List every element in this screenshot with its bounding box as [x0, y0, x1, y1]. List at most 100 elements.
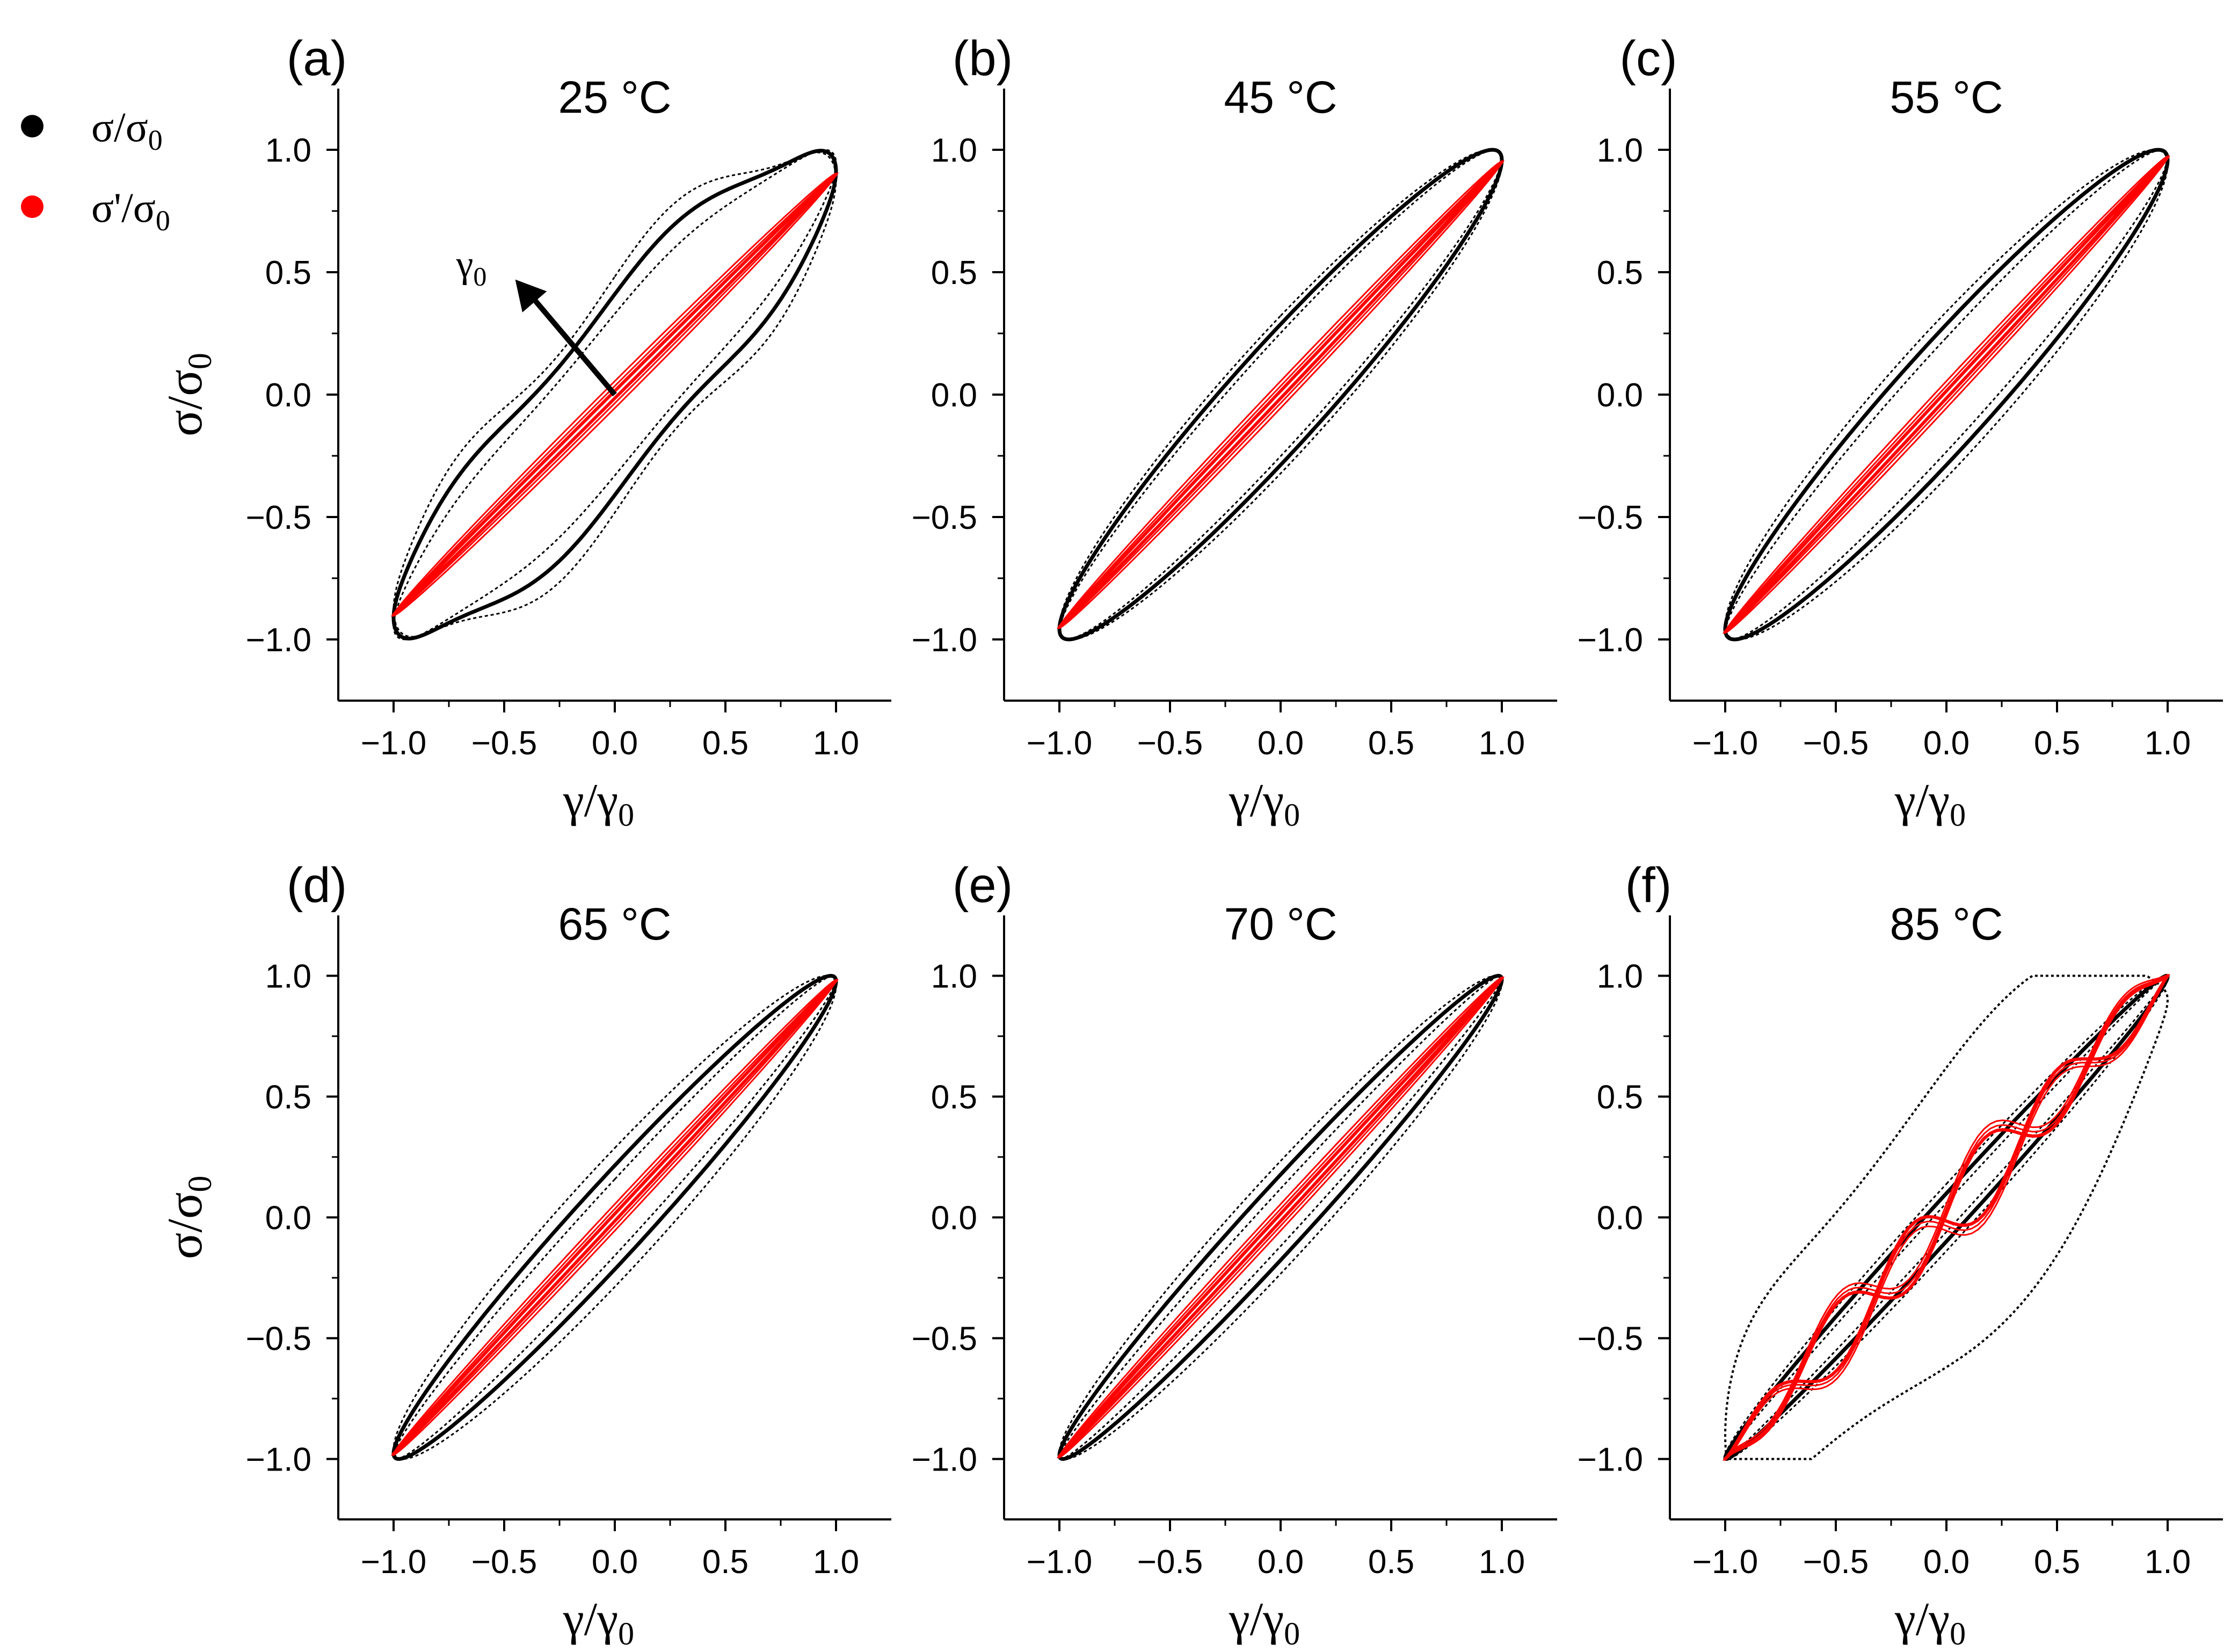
- elastic-stress-curve: [391, 172, 839, 617]
- y-tick-label: 0.0: [931, 377, 977, 414]
- x-tick-label: 0.5: [2034, 725, 2080, 762]
- x-tick-label: 0.5: [1368, 725, 1414, 762]
- panel-letter: (c): [1619, 31, 1677, 86]
- y-tick-label: 0.0: [1597, 377, 1643, 414]
- total-stress-loop: [1723, 148, 2170, 642]
- legend-label-1-sub: 0: [156, 205, 170, 237]
- y-tick-label: −1.0: [1578, 1442, 1643, 1479]
- y-axis-label-main: σ/σ: [157, 369, 212, 436]
- x-axis-label-sub: 0: [1950, 797, 1966, 833]
- x-axis-label-main: γ/γ: [1229, 775, 1284, 827]
- x-axis-label-main: γ/γ: [563, 1593, 618, 1646]
- elastic-stress-curve: [1057, 977, 1505, 1458]
- x-tick-label: 1.0: [1479, 725, 1525, 762]
- y-tick-label: 0.5: [265, 1079, 311, 1116]
- x-tick-label: −1.0: [1692, 1544, 1758, 1581]
- y-axis-label: σ/σ0: [157, 1176, 219, 1260]
- y-tick-label: 0.5: [1597, 254, 1643, 292]
- x-tick-label: −1.0: [1027, 1544, 1092, 1581]
- x-tick-label: 0.0: [1923, 1544, 1970, 1581]
- total-stress-loop: [391, 973, 838, 1461]
- y-axis-label-sub: 0: [182, 353, 219, 369]
- legend-label-0: σ/σ0: [91, 104, 163, 156]
- panel-letter: (d): [287, 858, 347, 913]
- y-tick-label: −0.5: [912, 1321, 977, 1358]
- y-tick-label: 1.0: [931, 958, 977, 995]
- elastic-stress-curve: [393, 173, 837, 616]
- x-tick-label: 0.0: [592, 725, 638, 762]
- x-tick-label: −0.5: [471, 725, 537, 762]
- x-axis-label-sub: 0: [1950, 1616, 1966, 1651]
- total-stress-outer-loop: [1724, 974, 2169, 1460]
- total-stress-loop: [1724, 974, 2169, 1460]
- panel-letter: (e): [953, 858, 1013, 913]
- y-tick-label: 1.0: [931, 132, 977, 169]
- panel-title: 85 °C: [1890, 899, 2003, 949]
- legend-label-1: σ'/σ0: [91, 184, 170, 237]
- panel-title: 70 °C: [1224, 899, 1337, 949]
- x-axis-label-sub: 0: [1284, 1616, 1300, 1651]
- y-tick-label: 0.5: [931, 254, 977, 292]
- elastic-stress-curve: [1058, 161, 1503, 629]
- total-stress-loop: [1057, 973, 1504, 1461]
- x-axis-label-sub: 0: [1284, 797, 1300, 833]
- x-tick-label: 1.0: [813, 725, 859, 762]
- x-axis-label-main: γ/γ: [1229, 1593, 1284, 1646]
- y-tick-label: −0.5: [912, 499, 977, 536]
- panel-2: −1.0 −1.0 −0.5 −0.5 0.0 0.0 0.5 0.5 1.0 1.0 (c) 55 …: [1578, 31, 2223, 833]
- y-tick-label: 0.5: [1597, 1079, 1643, 1116]
- x-tick-label: −1.0: [1027, 725, 1092, 762]
- x-tick-label: 0.0: [592, 1544, 638, 1581]
- y-tick-label: −0.5: [246, 1321, 311, 1358]
- elastic-stress-curve: [1058, 977, 1503, 1458]
- y-tick-label: −1.0: [912, 1442, 977, 1479]
- y-tick-label: −0.5: [1578, 1321, 1643, 1358]
- total-stress-loop: [1058, 149, 1503, 641]
- total-stress-loop: [1057, 148, 1504, 642]
- elastic-stress-curve: [1058, 161, 1503, 629]
- panel-title: 65 °C: [558, 899, 671, 949]
- x-axis-label: γ/γ0: [1229, 1593, 1300, 1651]
- x-tick-label: 0.5: [702, 725, 748, 762]
- x-axis-label-main: γ/γ: [1894, 775, 1950, 827]
- total-stress-loop: [1058, 974, 1503, 1460]
- gamma-arrow-label-main: γ: [456, 243, 474, 286]
- y-tick-label: 1.0: [265, 958, 311, 995]
- elastic-stress-curve: [393, 979, 837, 1455]
- y-tick-label: 0.5: [931, 1079, 977, 1116]
- y-tick-label: 1.0: [265, 132, 311, 169]
- y-tick-label: −0.5: [1578, 499, 1643, 536]
- x-axis-label-main: γ/γ: [563, 775, 618, 827]
- x-tick-label: 0.0: [1923, 725, 1970, 762]
- panel-3: −1.0 −1.0 −0.5 −0.5 0.0 0.0 0.5 0.5 1.0 1.0 (d) 65 …: [157, 858, 891, 1651]
- x-tick-label: 1.0: [2145, 725, 2191, 762]
- y-tick-label: −1.0: [912, 622, 977, 659]
- y-tick-label: 1.0: [1597, 958, 1643, 995]
- y-tick-label: 0.0: [265, 377, 311, 414]
- legend-marker-1: [21, 195, 43, 218]
- x-tick-label: −0.5: [1137, 725, 1203, 762]
- y-axis-label-main: σ/σ: [157, 1192, 212, 1260]
- x-axis-label-sub: 0: [618, 797, 634, 833]
- panel-title: 55 °C: [1890, 72, 2003, 122]
- y-axis-label: σ/σ0: [157, 353, 219, 436]
- elastic-stress-curve: [1724, 156, 2169, 634]
- legend-marker-0: [21, 115, 43, 137]
- x-tick-label: 0.5: [1368, 1544, 1414, 1581]
- elastic-stress-curve: [391, 979, 839, 1456]
- elastic-stress-curve: [1724, 156, 2169, 634]
- panel-4: −1.0 −1.0 −0.5 −0.5 0.0 0.0 0.5 0.5 1.0 1.0 (e) 70 …: [912, 858, 1557, 1651]
- x-axis-label: γ/γ0: [1229, 775, 1300, 833]
- elastic-stress-curve: [1058, 977, 1503, 1458]
- panel-letter: (a): [287, 31, 347, 86]
- total-stress-loop: [1058, 149, 1503, 641]
- x-tick-label: 1.0: [813, 1544, 859, 1581]
- panel-title: 25 °C: [558, 72, 671, 122]
- elastic-stress-curve: [393, 173, 837, 616]
- legend-label-0-main: σ/σ: [91, 104, 148, 150]
- x-axis-label: γ/γ0: [1894, 775, 1966, 833]
- y-axis-label-sub: 0: [182, 1176, 219, 1192]
- panel-letter: (f): [1625, 858, 1672, 913]
- legend-label-1-main: σ'/σ: [91, 184, 156, 231]
